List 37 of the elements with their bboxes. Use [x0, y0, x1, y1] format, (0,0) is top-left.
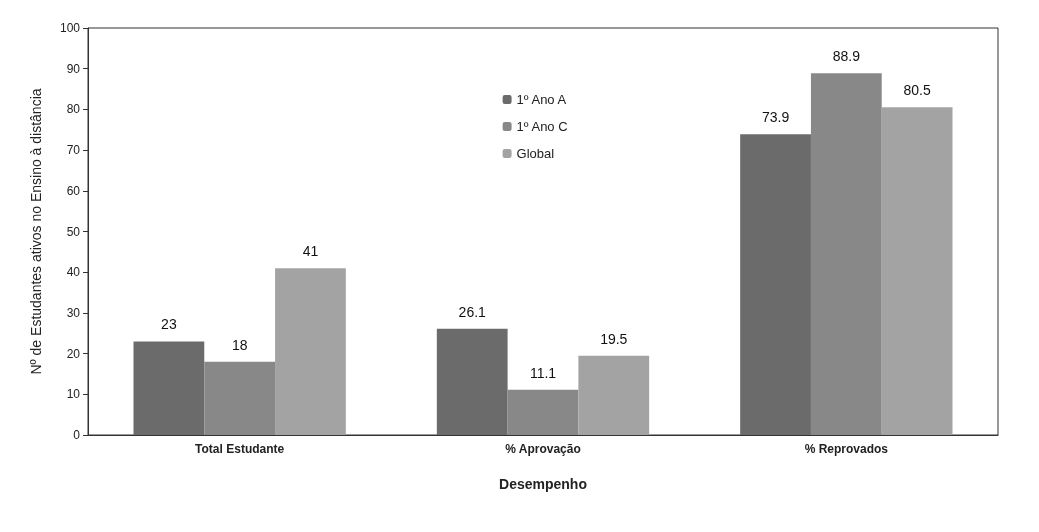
- bar: [133, 341, 205, 435]
- data-label: 73.9: [761, 109, 790, 126]
- y-tick-label: 100: [59, 21, 81, 35]
- data-label: 19.5: [600, 330, 628, 347]
- legend-label: 1º Ano C: [516, 119, 568, 134]
- legend-label: Global: [516, 146, 555, 161]
- bar: [507, 389, 579, 435]
- x-tick-label: Total Estudante: [195, 442, 285, 456]
- y-tick-label: 30: [66, 305, 81, 320]
- x-axis-title: Desempenho: [499, 476, 587, 492]
- y-tick-label: 70: [66, 143, 81, 158]
- y-tick-label: 10: [66, 387, 81, 402]
- data-label: 23: [161, 316, 177, 333]
- data-label: 41: [302, 243, 319, 260]
- legend-label: 1º Ano A: [516, 92, 567, 107]
- data-label: 80.5: [903, 82, 931, 99]
- y-tick-label: 0: [73, 428, 81, 442]
- bar: [578, 355, 650, 435]
- y-tick-label: 80: [66, 102, 81, 117]
- bar: [810, 73, 882, 435]
- bar: [275, 268, 346, 435]
- y-tick-label: 20: [66, 346, 81, 361]
- data-label: 18: [231, 336, 248, 353]
- bar: [881, 107, 953, 435]
- bar: [740, 134, 811, 435]
- data-label: 26.1: [458, 303, 487, 320]
- y-tick-label: 90: [66, 61, 81, 76]
- y-axis-title: Nº de Estudantes ativos no Ensino à distância: [28, 88, 44, 375]
- y-tick-label: 60: [66, 183, 81, 198]
- data-label: 88.9: [832, 48, 861, 65]
- data-label: 11.1: [529, 364, 557, 381]
- x-tick-label: % Reprovados: [804, 442, 889, 456]
- x-tick-label: % Aprovação: [505, 442, 581, 456]
- y-tick-label: 40: [66, 265, 81, 280]
- y-tick-label: 50: [66, 224, 81, 239]
- bar: [436, 328, 508, 435]
- bar: [204, 361, 276, 435]
